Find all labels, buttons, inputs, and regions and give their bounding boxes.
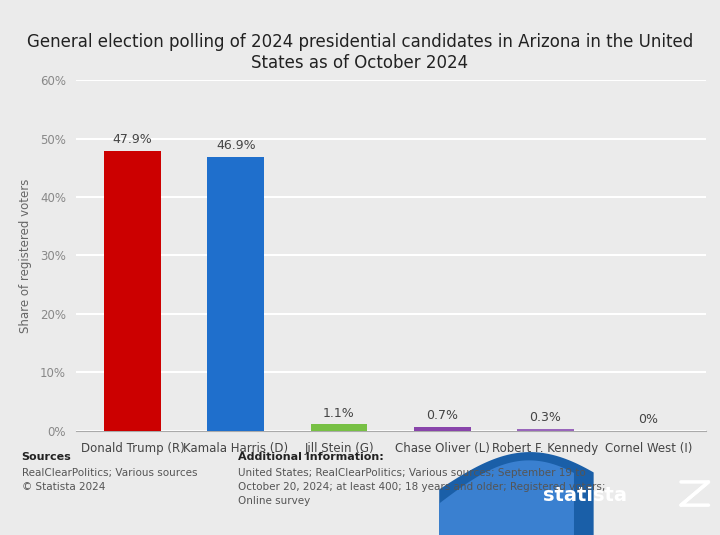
Bar [517,429,574,431]
Text: 0.7%: 0.7% [426,409,458,422]
Text: 1.1%: 1.1% [323,407,355,419]
Y-axis label: Share of registered voters: Share of registered voters [19,178,32,333]
Text: 47.9%: 47.9% [113,133,153,146]
Bar [414,426,471,431]
Bar [104,151,161,431]
Polygon shape [439,452,593,535]
Text: 0%: 0% [639,413,659,426]
Text: United States; RealClearPolitics; Various sources; September 19 to
October 20, 2: United States; RealClearPolitics; Variou… [238,468,605,506]
Bar [310,424,367,431]
Bar [207,157,264,431]
Text: Additional Information:: Additional Information: [238,452,383,462]
Text: General election polling of 2024 presidential candidates in Arizona in the Unite: General election polling of 2024 preside… [27,33,693,72]
Text: 0.3%: 0.3% [529,411,562,424]
Polygon shape [439,461,574,535]
Text: 46.9%: 46.9% [216,139,256,152]
Text: statista: statista [543,486,627,505]
Text: Sources: Sources [22,452,71,462]
Text: RealClearPolitics; Various sources
© Statista 2024: RealClearPolitics; Various sources © Sta… [22,468,197,492]
